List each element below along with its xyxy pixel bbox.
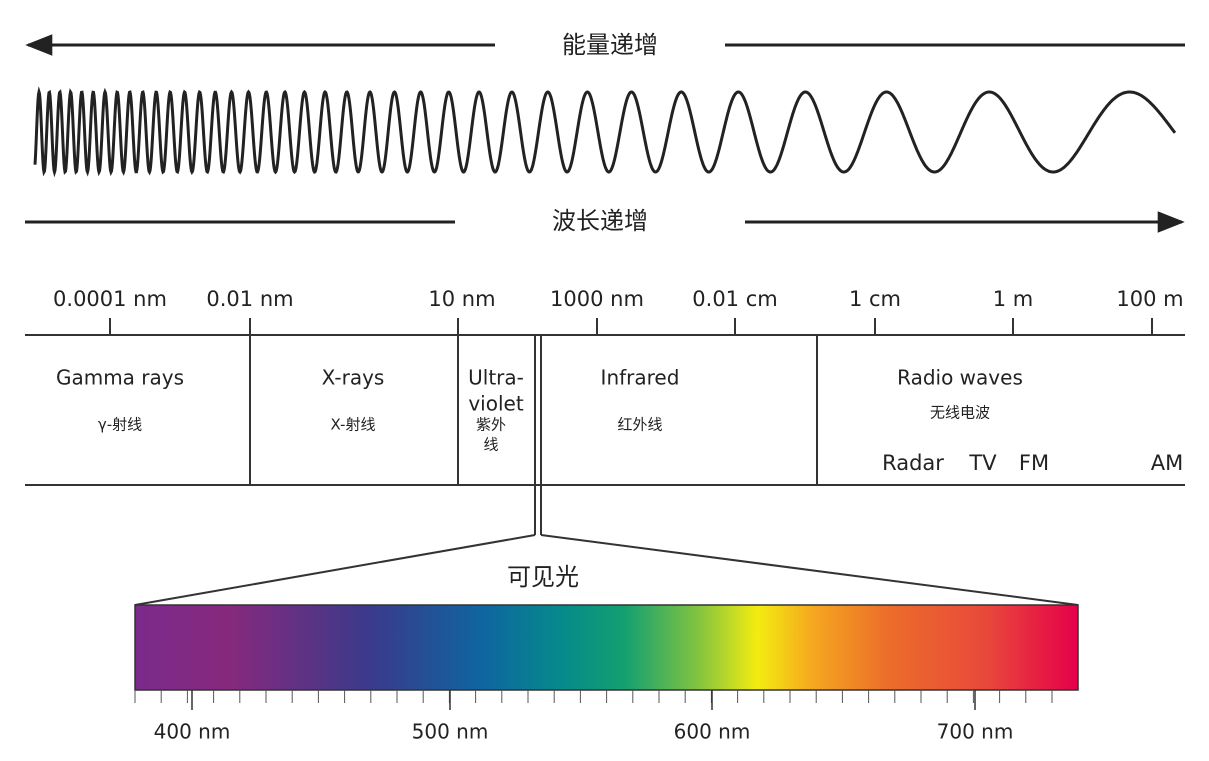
radio-sub: AM — [1151, 451, 1183, 475]
energy-label: 能量递增 — [562, 31, 658, 59]
scale-tick-label: 100 m — [1116, 287, 1183, 311]
band-name: violet — [468, 392, 523, 416]
band-chinese: 红外线 — [617, 416, 662, 434]
band-name: Radio waves — [897, 366, 1023, 390]
band-chinese: 紫外 — [476, 416, 506, 434]
visible-tick-label: 500 nm — [412, 720, 489, 744]
band-name: X-rays — [322, 366, 385, 390]
scale-tick-label: 1 m — [993, 287, 1034, 311]
wave — [33, 86, 1177, 178]
band-chinese: γ-射线 — [98, 416, 142, 434]
band-name: Infrared — [601, 366, 680, 390]
arrows — [25, 34, 1185, 233]
band-name: Gamma rays — [56, 366, 184, 390]
scale-box — [25, 334, 1185, 606]
band-name: Ultra- — [468, 366, 524, 390]
scale-tick-label: 0.01 nm — [206, 287, 293, 311]
visible-tick-label: 700 nm — [937, 720, 1014, 744]
wavelength-label: 波长递增 — [552, 207, 648, 235]
band-chinese: 无线电波 — [930, 404, 990, 422]
visible-label: 可见光 — [507, 563, 579, 591]
band-chinese: 线 — [483, 436, 498, 454]
radio-sub: Radar — [882, 451, 944, 475]
scale-tick-label: 0.01 cm — [692, 287, 777, 311]
visible-spectrum — [134, 604, 1079, 691]
radio-sub: FM — [1019, 451, 1049, 475]
scale-tick-label: 1000 nm — [550, 287, 644, 311]
scale-tick-label: 1 cm — [849, 287, 901, 311]
visible-tick-label: 600 nm — [674, 720, 751, 744]
band-chinese: X-射线 — [331, 416, 376, 434]
scale-tick-label: 10 nm — [428, 287, 495, 311]
visible-tick-label: 400 nm — [154, 720, 231, 744]
scale-tick-label: 0.0001 nm — [53, 287, 167, 311]
radio-sub: TV — [968, 451, 997, 475]
